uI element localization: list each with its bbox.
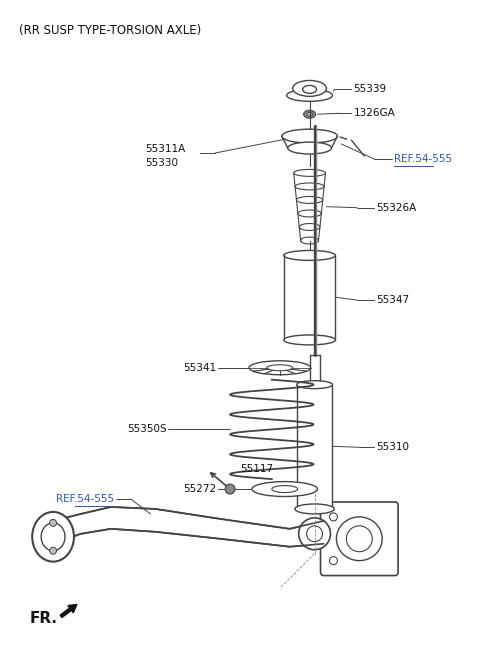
Ellipse shape [297,196,323,204]
Circle shape [225,484,235,494]
Bar [297,384,333,509]
Ellipse shape [249,361,311,375]
Text: FR.: FR. [29,611,57,626]
Ellipse shape [272,485,298,493]
Text: 55117: 55117 [240,464,273,474]
Ellipse shape [267,365,293,371]
Ellipse shape [295,183,324,190]
Polygon shape [43,507,324,547]
Ellipse shape [284,250,336,261]
Text: 55272: 55272 [183,484,216,494]
Ellipse shape [284,335,336,345]
Text: 1326GA: 1326GA [353,108,395,119]
Ellipse shape [307,112,312,116]
Text: 55330: 55330 [145,158,179,168]
Ellipse shape [293,81,326,96]
Text: 55326A: 55326A [376,202,417,213]
Text: 55310: 55310 [376,442,409,453]
Text: 55339: 55339 [353,84,386,94]
Circle shape [307,526,323,542]
Ellipse shape [49,519,57,527]
Ellipse shape [252,481,318,496]
Text: 55311A: 55311A [145,144,186,154]
Text: 55341: 55341 [183,363,216,373]
Ellipse shape [32,512,74,561]
Ellipse shape [288,142,332,154]
Text: 55347: 55347 [376,295,409,305]
Circle shape [299,518,330,550]
Ellipse shape [304,110,315,118]
Ellipse shape [295,504,334,514]
Ellipse shape [49,547,57,554]
Ellipse shape [297,381,333,388]
Ellipse shape [298,210,321,217]
Text: 55350S: 55350S [127,424,167,434]
Text: (RR SUSP TYPE-TORSION AXLE): (RR SUSP TYPE-TORSION AXLE) [19,24,202,37]
Text: REF.54-555: REF.54-555 [56,494,114,504]
Ellipse shape [300,237,319,244]
Ellipse shape [299,223,320,231]
Ellipse shape [347,526,372,552]
Ellipse shape [329,513,337,521]
FancyBboxPatch shape [321,502,398,576]
FancyArrow shape [60,605,77,618]
Ellipse shape [302,85,316,94]
Ellipse shape [41,523,65,551]
Ellipse shape [329,557,337,565]
Ellipse shape [294,170,325,176]
Ellipse shape [287,89,333,102]
Text: REF.54-555: REF.54-555 [394,154,452,164]
Ellipse shape [336,517,382,561]
Ellipse shape [282,129,337,143]
